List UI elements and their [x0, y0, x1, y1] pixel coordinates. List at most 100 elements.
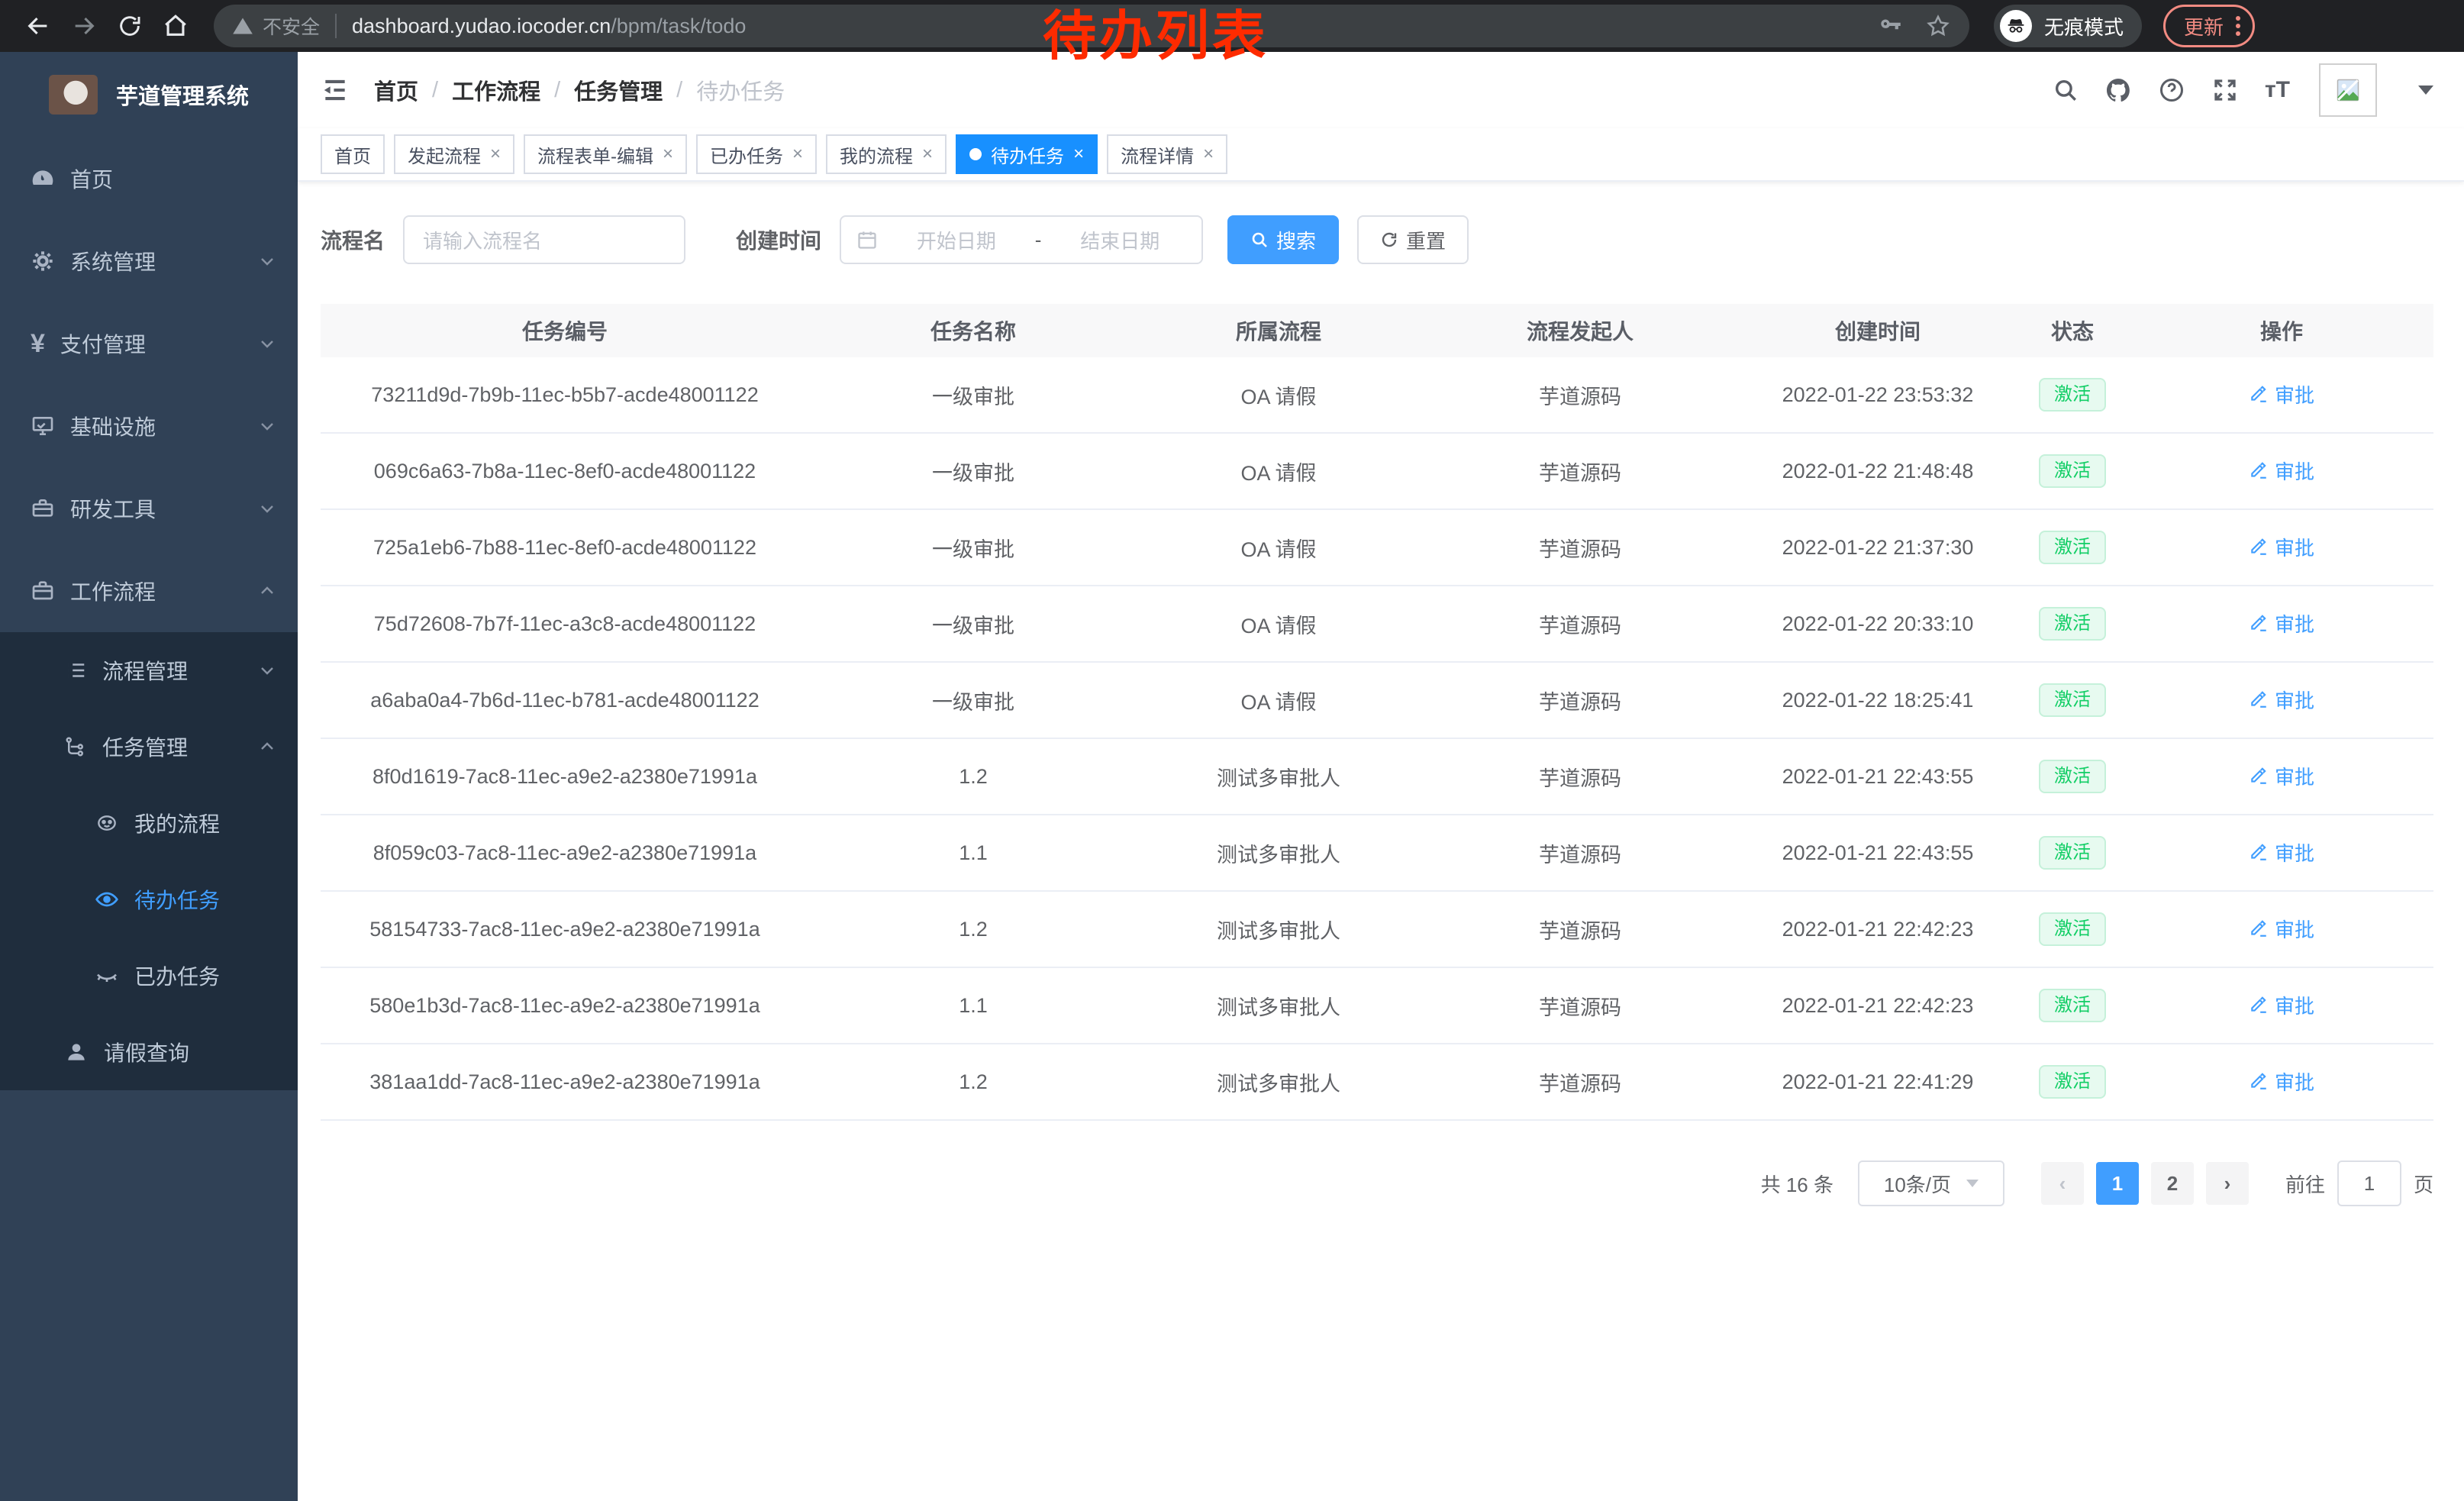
- cell-starter: 芋道源码: [1420, 433, 1740, 510]
- browser-toolbar: 不安全 dashboard.yudao.iocoder.cn/bpm/task/…: [0, 0, 2464, 52]
- prev-page-button[interactable]: ‹: [2040, 1162, 2084, 1205]
- close-icon[interactable]: ×: [490, 144, 502, 164]
- range-separator: -: [1034, 228, 1042, 251]
- update-button[interactable]: 更新: [2163, 5, 2256, 47]
- tag-process-detail[interactable]: 流程详情 ×: [1107, 134, 1228, 174]
- approve-link[interactable]: 审批: [2249, 533, 2314, 561]
- col-starter: 流程发起人: [1420, 304, 1740, 357]
- sidebar-item-devtools[interactable]: 研发工具: [0, 467, 298, 550]
- cell-task-id: 069c6a63-7b8a-11ec-8ef0-acde48001122: [321, 433, 809, 510]
- reload-icon[interactable]: [107, 5, 153, 47]
- table-row: 580e1b3d-7ac8-11ec-a9e2-a2380e71991a 1.1…: [321, 967, 2433, 1044]
- sidebar-item-my-process[interactable]: 我的流程: [0, 785, 298, 861]
- start-date-placeholder[interactable]: 开始日期: [916, 229, 996, 253]
- close-icon[interactable]: ×: [1073, 144, 1085, 164]
- close-icon[interactable]: ×: [922, 144, 934, 164]
- breadcrumb-home[interactable]: 首页: [374, 80, 419, 105]
- font-size-icon[interactable]: тT: [2264, 77, 2290, 102]
- table-row: 8f059c03-7ac8-11ec-a9e2-a2380e71991a 1.1…: [321, 815, 2433, 892]
- avatar[interactable]: [2319, 63, 2377, 117]
- approve-link[interactable]: 审批: [2249, 1067, 2314, 1096]
- cell-process: 测试多审批人: [1137, 891, 1420, 968]
- breadcrumb-task-management[interactable]: 任务管理: [574, 80, 663, 105]
- key-icon[interactable]: [1878, 13, 1904, 39]
- sidebar-item-todo-tasks[interactable]: 待办任务: [0, 861, 298, 938]
- cell-task-id: 580e1b3d-7ac8-11ec-a9e2-a2380e71991a: [321, 967, 809, 1044]
- approve-link[interactable]: 审批: [2249, 380, 2314, 408]
- search-button[interactable]: 搜索: [1227, 215, 1340, 264]
- search-icon[interactable]: [2053, 77, 2079, 103]
- address-bar[interactable]: 不安全 dashboard.yudao.iocoder.cn/bpm/task/…: [214, 5, 1969, 47]
- security-label: 不安全: [263, 17, 321, 38]
- tag-start-process[interactable]: 发起流程 ×: [394, 134, 515, 174]
- approve-link[interactable]: 审批: [2249, 915, 2314, 943]
- process-name-input[interactable]: 请输入流程名: [403, 215, 686, 264]
- cell-starter: 芋道源码: [1420, 357, 1740, 434]
- close-icon[interactable]: ×: [1203, 144, 1214, 164]
- browser-menu-icon[interactable]: [2236, 16, 2241, 36]
- home-icon[interactable]: [153, 5, 198, 47]
- sidebar-item-infrastructure[interactable]: 基础设施: [0, 385, 298, 467]
- cell-process: OA 请假: [1137, 662, 1420, 739]
- collapse-menu-icon[interactable]: [321, 76, 350, 105]
- cell-task-name: 一级审批: [809, 357, 1137, 434]
- approve-link[interactable]: 审批: [2249, 457, 2314, 485]
- cell-task-name: 1.1: [809, 815, 1137, 892]
- tag-todo-tasks[interactable]: 待办任务 ×: [956, 134, 1098, 174]
- goto-page-input[interactable]: 1: [2337, 1160, 2401, 1206]
- close-icon[interactable]: ×: [792, 144, 804, 164]
- approve-link[interactable]: 审批: [2249, 609, 2314, 638]
- process-name-label: 流程名: [321, 229, 385, 253]
- sidebar-item-home[interactable]: 首页: [0, 137, 298, 220]
- reset-button[interactable]: 重置: [1357, 215, 1469, 264]
- table-row: a6aba0a4-7b6d-11ec-b781-acde48001122 一级审…: [321, 662, 2433, 739]
- approve-link[interactable]: 审批: [2249, 762, 2314, 790]
- page-button-1[interactable]: 1: [2095, 1162, 2139, 1205]
- table-row: 725a1eb6-7b88-11ec-8ef0-acde48001122 一级审…: [321, 509, 2433, 586]
- table-row: 75d72608-7b7f-11ec-a3c8-acde48001122 一级审…: [321, 586, 2433, 663]
- date-range-picker[interactable]: 开始日期 - 结束日期: [840, 215, 1204, 264]
- approve-link[interactable]: 审批: [2249, 838, 2314, 867]
- app-logo-row[interactable]: 芋道管理系统: [0, 52, 298, 137]
- edit-pencil-icon: [2249, 995, 2269, 1015]
- github-icon[interactable]: [2104, 76, 2132, 104]
- close-icon[interactable]: ×: [663, 144, 674, 164]
- cell-process: OA 请假: [1137, 357, 1420, 434]
- url-text: dashboard.yudao.iocoder.cn/bpm/task/todo: [352, 14, 747, 37]
- back-icon[interactable]: [15, 5, 61, 47]
- cell-task-name: 一级审批: [809, 662, 1137, 739]
- approve-link[interactable]: 审批: [2249, 991, 2314, 1019]
- sidebar-item-done-tasks[interactable]: 已办任务: [0, 938, 298, 1014]
- sidebar-item-leave-query[interactable]: 请假查询: [0, 1014, 298, 1090]
- fullscreen-icon[interactable]: [2211, 76, 2239, 104]
- app-header: 首页 / 工作流程 / 任务管理 / 待办任务 тT: [298, 52, 2464, 128]
- tag-home[interactable]: 首页: [321, 134, 385, 174]
- caret-down-icon[interactable]: [2418, 86, 2433, 95]
- chevron-down-icon: [258, 334, 276, 353]
- help-icon[interactable]: [2158, 76, 2185, 104]
- table-row: 069c6a63-7b8a-11ec-8ef0-acde48001122 一级审…: [321, 433, 2433, 510]
- approve-link[interactable]: 审批: [2249, 686, 2314, 714]
- breadcrumb-workflow[interactable]: 工作流程: [452, 80, 541, 105]
- chevron-down-icon: [258, 417, 276, 435]
- tag-process-form-edit[interactable]: 流程表单-编辑 ×: [524, 134, 688, 174]
- next-page-button[interactable]: ›: [2205, 1162, 2249, 1205]
- table-header-row: 任务编号 任务名称 所属流程 流程发起人 创建时间 状态 操作: [321, 304, 2433, 357]
- edit-pencil-icon: [2249, 460, 2269, 480]
- tag-done-tasks[interactable]: 已办任务 ×: [696, 134, 818, 174]
- page-size-select[interactable]: 10条/页: [1857, 1160, 2004, 1206]
- annotation-text: 待办列表: [1043, 6, 1269, 66]
- edit-pencil-icon: [2249, 537, 2269, 557]
- sidebar-item-workflow[interactable]: 工作流程: [0, 550, 298, 632]
- sidebar-item-payment[interactable]: ¥ 支付管理: [0, 302, 298, 385]
- tag-my-process[interactable]: 我的流程 ×: [826, 134, 947, 174]
- sidebar-item-task-management[interactable]: 任务管理: [0, 709, 298, 785]
- page-button-2[interactable]: 2: [2150, 1162, 2194, 1205]
- sidebar-item-process-management[interactable]: 流程管理: [0, 632, 298, 709]
- cell-task-name: 一级审批: [809, 433, 1137, 510]
- forward-icon[interactable]: [61, 5, 107, 47]
- end-date-placeholder[interactable]: 结束日期: [1080, 229, 1160, 253]
- sidebar-item-system[interactable]: 系统管理: [0, 220, 298, 302]
- bookmark-star-icon[interactable]: [1925, 13, 1951, 39]
